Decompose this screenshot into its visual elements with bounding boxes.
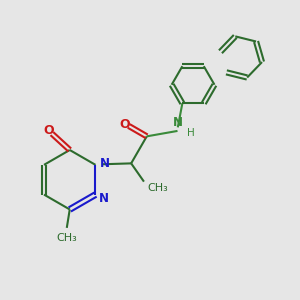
Text: H: H — [187, 128, 195, 138]
Text: N: N — [100, 157, 110, 170]
Text: CH₃: CH₃ — [56, 233, 77, 243]
Text: O: O — [44, 124, 54, 137]
Text: N: N — [173, 116, 183, 129]
Text: CH₃: CH₃ — [148, 183, 168, 193]
Text: O: O — [120, 118, 130, 131]
Text: N: N — [98, 192, 109, 205]
